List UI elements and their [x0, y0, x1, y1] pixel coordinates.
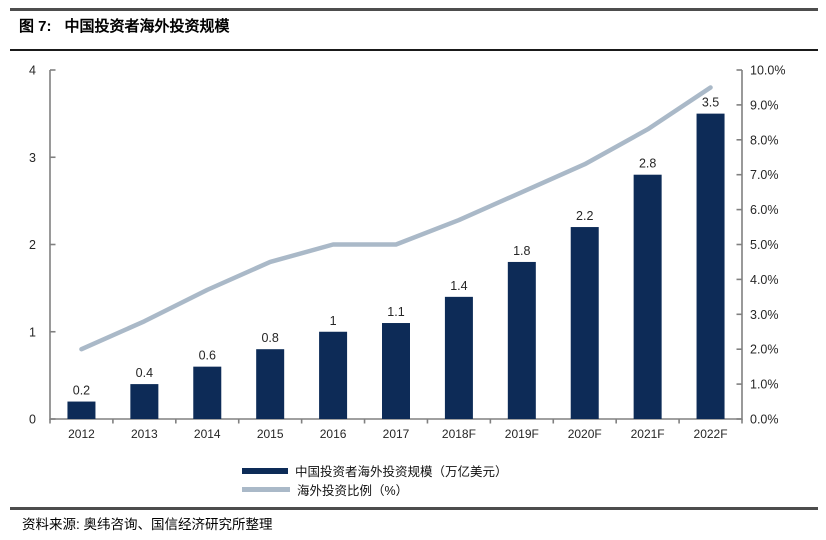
- line-value-label: 8.3%: [0, 0, 29, 3]
- right-axis-tick-label: 9.0%: [750, 98, 779, 112]
- bar: [130, 384, 159, 419]
- right-axis-tick-label: 1.0%: [750, 378, 779, 392]
- bar-value-label: 0.4: [136, 366, 153, 380]
- right-axis-tick-label: 3.0%: [750, 308, 779, 322]
- bar: [382, 323, 410, 419]
- bar-value-label: 0.6: [199, 349, 216, 363]
- legend-item-bar-series: 中国投资者海外投资规模（万亿美元）: [242, 461, 508, 480]
- line-series: [79, 85, 713, 352]
- x-axis-category-label: 2022F: [694, 427, 728, 441]
- top-rule: [10, 8, 818, 11]
- bar-value-label: 1: [330, 314, 337, 328]
- line-value-label: 4.5%: [0, 0, 29, 3]
- bar: [319, 331, 348, 419]
- right-axis-tick-label: 10.0%: [750, 64, 785, 78]
- left-axis-tick-label: 3: [29, 151, 36, 165]
- line-series-swatch: [242, 487, 290, 492]
- right-axis-tick-label: 6.0%: [750, 203, 779, 217]
- x-axis-category-label: 2020F: [568, 427, 602, 441]
- x-axis-category-label: 2013: [131, 427, 158, 441]
- line-value-label: 9.5%: [0, 0, 29, 3]
- x-axis-category-label: 2012: [68, 427, 95, 441]
- x-axis-category-label: 2015: [257, 427, 284, 441]
- legend-item-line-series: 海外投资比例（%）: [242, 480, 508, 499]
- line-value-label: 5.0%: [0, 0, 29, 3]
- bar-value-label: 0.2: [73, 384, 90, 398]
- bar: [696, 113, 725, 419]
- bar-value-label: 1.4: [450, 279, 467, 293]
- bar: [444, 296, 473, 419]
- title-divider-rule: [10, 49, 818, 51]
- right-axis-tick-label: 4.0%: [750, 273, 779, 287]
- line-value-label: 5.0%: [0, 0, 29, 3]
- left-axis-tick-label: 2: [29, 238, 36, 252]
- x-axis-category-label: 2016: [320, 427, 347, 441]
- figure-title: 图 7: 中国投资者海外投资规模: [19, 15, 230, 36]
- combo-chart: 0 1 2 3 4 0.0% 1.0% 2.0% 3.0% 4.0% 5.0% 6.0% 7.0% 8.0…: [0, 0, 785, 441]
- x-axis-category-label: 2018F: [442, 427, 476, 441]
- right-axis-tick-label: 2.0%: [750, 343, 779, 357]
- bar-value-label: 3.5: [702, 96, 719, 110]
- line-value-label: 6.5%: [0, 0, 29, 3]
- bar: [256, 349, 285, 419]
- bar: [633, 174, 662, 419]
- bar-value-label: 1.8: [513, 244, 530, 258]
- legend-label: 中国投资者海外投资规模（万亿美元）: [295, 465, 508, 479]
- right-axis-tick-label: 0.0%: [750, 413, 779, 427]
- bar-value-label: 2.2: [576, 209, 593, 223]
- bar: [193, 366, 222, 419]
- x-axis-category-label: 2021F: [631, 427, 665, 441]
- bar-value-label: 0.8: [261, 331, 278, 345]
- left-axis-tick-label: 0: [29, 413, 36, 427]
- chart-legend: 中国投资者海外投资规模（万亿美元） 海外投资比例（%）: [242, 461, 508, 499]
- line-value-label: 7.3%: [0, 0, 29, 3]
- right-axis-tick-label: 8.0%: [750, 133, 779, 147]
- x-axis-category-label: 2019F: [505, 427, 539, 441]
- figure-title-text: 中国投资者海外投资规模: [64, 18, 230, 35]
- left-axis-tick-label: 4: [29, 64, 36, 78]
- legend-label: 海外投资比例（%）: [297, 484, 409, 498]
- bar: [570, 227, 599, 419]
- x-axis-category-label: 2014: [194, 427, 221, 441]
- bar-series-swatch: [242, 467, 288, 474]
- bottom-rule: [10, 507, 818, 510]
- line-value-label: 5.7%: [0, 0, 29, 3]
- x-axis-category-label: 2017: [383, 427, 410, 441]
- right-axis-tick-label: 7.0%: [750, 168, 779, 182]
- right-axis-tick-label: 5.0%: [750, 238, 779, 252]
- figure-number: 图 7:: [19, 18, 52, 35]
- left-axis-tick-label: 1: [29, 325, 36, 339]
- source-note: 资料来源: 奥纬咨询、国信经济研究所整理: [22, 517, 273, 532]
- line-value-label: 3.7%: [0, 0, 29, 3]
- bar: [67, 401, 96, 419]
- bar: [507, 261, 536, 419]
- bar-value-label: 1.1: [387, 305, 404, 319]
- bar-value-label: 2.8: [639, 157, 656, 171]
